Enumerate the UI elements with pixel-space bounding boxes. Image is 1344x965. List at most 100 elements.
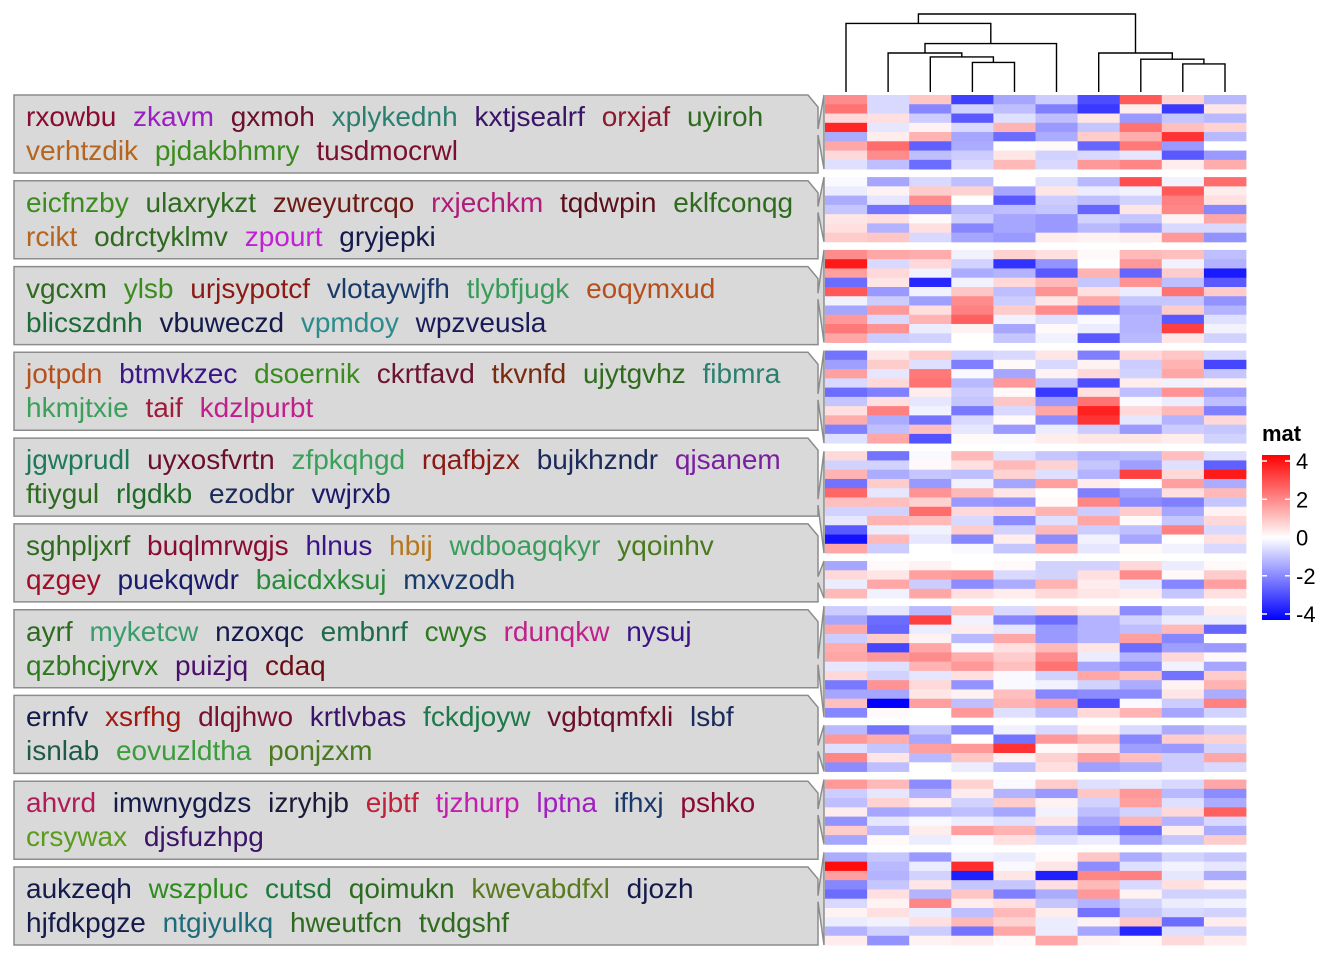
heatmap-cell [1077,506,1121,517]
heatmap-cell [1203,324,1247,334]
heatmap-cell [1035,249,1078,260]
heatmap-cell [1035,534,1078,545]
heatmap-cell [1119,333,1163,343]
heatmap-cell [825,880,868,890]
heatmap-cell [1035,825,1078,836]
heatmap-cell [1161,661,1205,672]
heatmap-cell [951,935,994,946]
heatmap-cell [1203,204,1247,215]
heatmap-cell [951,232,994,243]
heatmap-cell [1035,214,1078,224]
heatmap-cell [825,624,868,635]
heatmap-cell [1035,689,1078,700]
heatmap-cell [1203,525,1247,535]
heatmap-cell [951,570,994,580]
heatmap-cell [951,369,994,379]
heatmap-cell [909,753,952,763]
heatmap-cell [1035,798,1078,808]
heatmap-cell [867,333,910,343]
heatmap-cell [867,286,910,297]
heatmap-cell [825,689,868,700]
heatmap-cell [1203,606,1247,616]
heatmap-cell [1161,861,1205,872]
heatmap-cell [909,525,952,535]
heatmap-cell [1119,807,1163,817]
heatmap-cell [825,433,868,444]
heatmap-cell [1161,333,1205,343]
heatmap-cell [993,798,1036,808]
heatmap-cell [993,543,1036,554]
heatmap-cell [1161,132,1205,142]
heatmap-cell [993,534,1036,545]
heatmap-cell [909,543,952,554]
heatmap-cell [909,424,952,435]
heatmap-cell [1161,825,1205,836]
heatmap-cell [909,478,952,489]
heatmap-cell [1203,917,1247,927]
heatmap-cell [1203,743,1247,754]
heatmap-cell [993,415,1036,426]
heatmap-cell [951,350,994,361]
heatmap-cell [909,743,952,754]
heatmap-cell [909,852,952,863]
heatmap-cell [867,424,910,435]
heatmap-cell [1077,661,1121,672]
heatmap-cell [1035,680,1078,690]
heatmap-cell [1161,880,1205,890]
heatmap-cell [825,223,868,234]
heatmap-cell [909,633,952,644]
heatmap-cell [951,689,994,700]
heatmap-cell [1077,214,1121,224]
heatmap-cell [1203,223,1247,234]
heatmap-cell [909,132,952,142]
heatmap-cell [1161,378,1205,388]
heatmap-cell [1161,95,1205,105]
heatmap-cell [1161,615,1205,626]
heatmap-cell [951,680,994,690]
heatmap-cell [909,396,952,407]
heatmap-cell [1035,95,1078,105]
heatmap-cell [1119,232,1163,243]
heatmap-cell [825,333,868,343]
heatmap-cell [1035,579,1078,590]
heatmap-cell [1161,670,1205,681]
heatmap-cell [1035,615,1078,626]
heatmap-cell [993,935,1036,946]
heatmap-cell [825,469,868,480]
heatmap-cell [1203,643,1247,653]
heatmap-cell [951,825,994,836]
heatmap-cell [1203,907,1247,918]
heatmap-cell [993,624,1036,635]
row-slice-6 [825,561,1247,599]
heatmap-cell [825,534,868,545]
heatmap-cell [951,852,994,863]
heatmap-cell [951,670,994,681]
heatmap-cell [867,113,910,124]
heatmap-cell [825,661,868,672]
heatmap-cell [993,889,1036,900]
heatmap-cell [1161,141,1205,151]
heatmap-cell [867,835,910,845]
heatmap-cell [867,534,910,545]
heatmap-cell [1203,406,1247,416]
heatmap-cell [1119,259,1163,269]
heatmap-cell [909,762,952,772]
heatmap-cell [825,113,868,124]
heatmap-cell [1035,734,1078,745]
heatmap-cell [951,195,994,206]
heatmap-cell [993,917,1036,927]
heatmap-cell [825,286,868,297]
heatmap-cell [867,917,910,927]
heatmap-cell [909,177,952,187]
heatmap-cell [1203,506,1247,517]
heatmap-cell [1161,707,1205,718]
heatmap-cell [909,333,952,343]
heatmap-cell [825,277,868,288]
heatmap-cell [1077,889,1121,900]
heatmap-cell [1077,159,1121,170]
heatmap-cell [867,433,910,444]
heatmap-cell [825,387,868,398]
heatmap-cell [993,387,1036,398]
heatmap-cell [951,460,994,471]
heatmap-cell [825,543,868,554]
